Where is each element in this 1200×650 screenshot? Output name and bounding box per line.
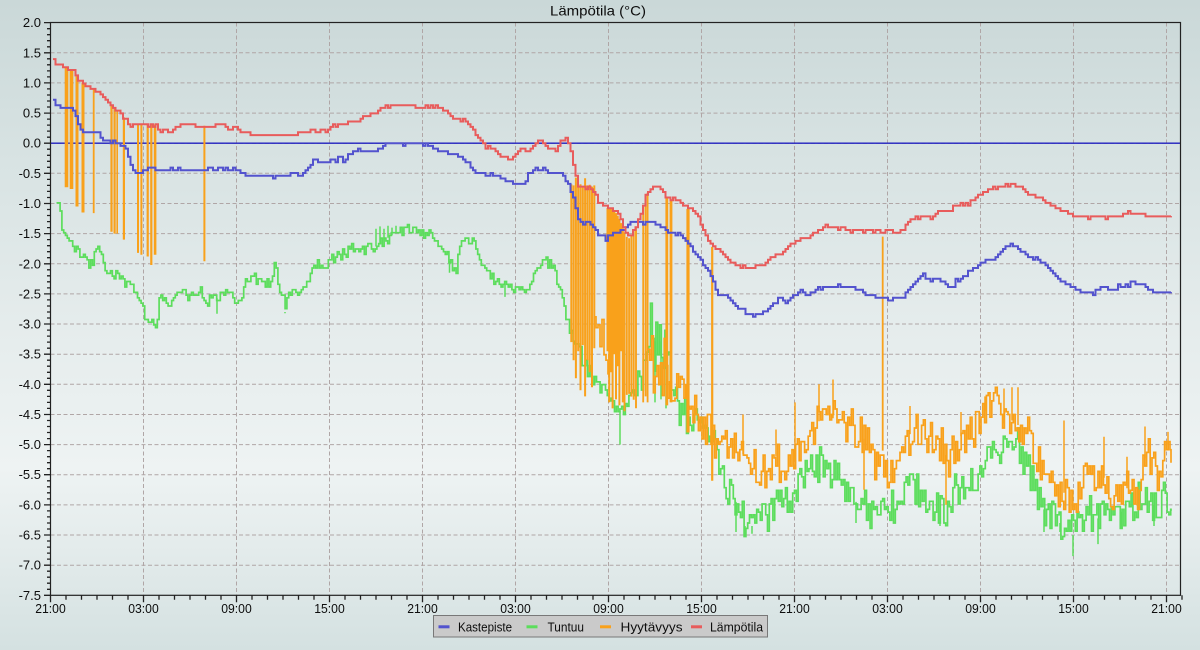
svg-text:-7.5: -7.5 — [19, 588, 41, 603]
svg-text:1.5: 1.5 — [23, 45, 41, 60]
svg-text:21:00: 21:00 — [407, 601, 438, 616]
svg-text:-7.0: -7.0 — [19, 558, 41, 573]
svg-text:-3.5: -3.5 — [19, 347, 41, 362]
svg-text:0.0: 0.0 — [23, 136, 41, 151]
svg-text:Hyytävyys: Hyytävyys — [621, 619, 684, 634]
svg-text:Lämpötila: Lämpötila — [710, 619, 764, 634]
svg-text:1.0: 1.0 — [23, 75, 41, 90]
svg-text:-6.0: -6.0 — [19, 497, 41, 512]
svg-text:03:00: 03:00 — [500, 601, 531, 616]
svg-text:-1.0: -1.0 — [19, 196, 41, 211]
svg-text:Kastepiste: Kastepiste — [458, 619, 512, 634]
svg-text:2.0: 2.0 — [23, 15, 41, 30]
svg-text:21:00: 21:00 — [779, 601, 810, 616]
svg-text:03:00: 03:00 — [872, 601, 903, 616]
svg-text:15:00: 15:00 — [1058, 601, 1089, 616]
svg-text:-5.5: -5.5 — [19, 467, 41, 482]
svg-text:03:00: 03:00 — [128, 601, 159, 616]
svg-text:-6.5: -6.5 — [19, 528, 41, 543]
svg-text:-2.5: -2.5 — [19, 286, 41, 301]
svg-text:09:00: 09:00 — [593, 601, 624, 616]
svg-text:15:00: 15:00 — [314, 601, 345, 616]
svg-text:21:00: 21:00 — [35, 601, 66, 616]
svg-text:-2.0: -2.0 — [19, 256, 41, 271]
svg-text:21:00: 21:00 — [1151, 601, 1182, 616]
svg-text:-4.0: -4.0 — [19, 377, 41, 392]
svg-text:-0.5: -0.5 — [19, 166, 41, 181]
svg-text:Tuntuu: Tuntuu — [548, 619, 585, 634]
svg-text:09:00: 09:00 — [965, 601, 996, 616]
svg-text:Lämpötila (°C): Lämpötila (°C) — [550, 3, 646, 19]
svg-text:-5.0: -5.0 — [19, 437, 41, 452]
svg-text:-3.0: -3.0 — [19, 317, 41, 332]
svg-text:09:00: 09:00 — [221, 601, 252, 616]
svg-text:-1.5: -1.5 — [19, 226, 41, 241]
svg-text:15:00: 15:00 — [686, 601, 717, 616]
svg-text:0.5: 0.5 — [23, 106, 41, 121]
svg-text:-4.5: -4.5 — [19, 407, 41, 422]
